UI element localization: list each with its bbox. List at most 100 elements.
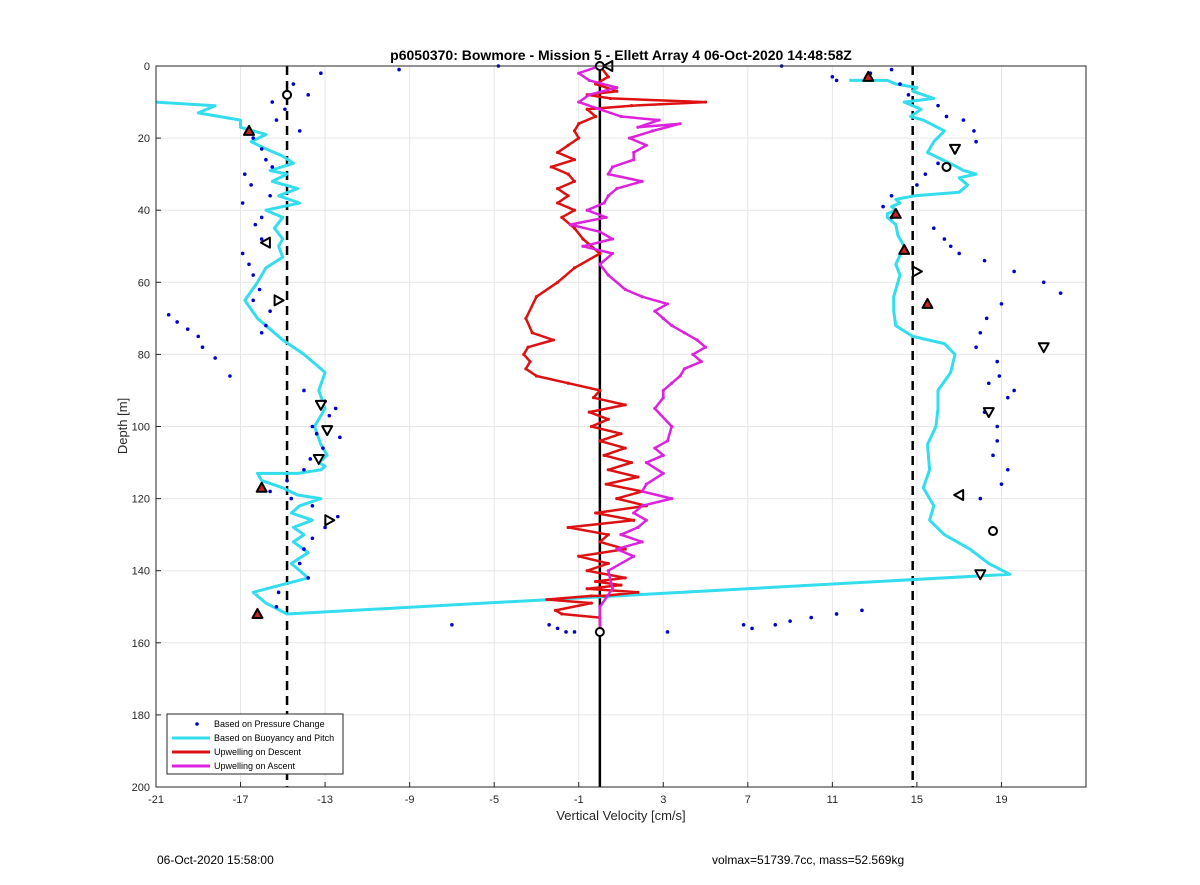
line-vertex (632, 158, 636, 162)
line-vertex (530, 331, 534, 335)
line-vertex (670, 381, 674, 385)
event-marker (982, 407, 995, 419)
pressure-point (338, 435, 342, 440)
line-vertex (636, 590, 640, 594)
line-vertex (619, 114, 623, 119)
line-vertex (524, 367, 528, 371)
event-marker (974, 569, 987, 581)
pressure-point (923, 172, 928, 176)
pressure-point (297, 129, 302, 133)
line-vertex (615, 186, 619, 191)
line-vertex (598, 262, 602, 266)
pressure-point (251, 136, 256, 140)
line-vertex (524, 316, 528, 320)
line-vertex (661, 316, 665, 320)
line-vertex (589, 601, 594, 605)
line-vertex (560, 612, 564, 616)
pressure-point (1012, 388, 1016, 393)
event-marker (1037, 342, 1050, 354)
pressure-point (936, 103, 940, 108)
line-vertex (572, 158, 577, 162)
line-vertex (594, 511, 598, 515)
line-vertex (568, 223, 572, 227)
line-vertex (566, 143, 570, 147)
line-vertex (665, 439, 670, 443)
footer-timestamp: 06-Oct-2020 15:58:00 (157, 853, 274, 867)
pressure-point (572, 630, 577, 634)
pressure-point (555, 626, 560, 631)
line-vertex (670, 424, 674, 429)
pressure-point (936, 161, 940, 166)
line-vertex (682, 331, 687, 335)
legend-label-pressure: Based on Pressure Change (214, 719, 325, 729)
pressure-point (264, 157, 268, 162)
line-vertex (703, 100, 708, 104)
pressure-point (268, 489, 272, 494)
pressure-point (321, 446, 325, 450)
pressure-point (268, 193, 272, 198)
event-marker (889, 207, 902, 219)
line-vertex (572, 179, 577, 183)
pressure-point (986, 381, 991, 386)
line-vertex (606, 172, 610, 176)
pressure-point (166, 312, 171, 317)
line-vertex (632, 150, 636, 155)
line-vertex (627, 136, 632, 140)
line-vertex (598, 230, 602, 234)
line-vertex (534, 295, 539, 299)
pressure-point (319, 71, 323, 76)
pressure-point (268, 309, 272, 313)
pressure-point (942, 237, 947, 241)
line-vertex (598, 251, 602, 256)
pressure-point (302, 547, 306, 551)
line-vertex (632, 518, 636, 522)
pressure-point (310, 504, 315, 508)
line-vertex (549, 165, 553, 169)
pressure-point (200, 345, 205, 349)
line-vertex (610, 587, 615, 591)
pressure-point (1012, 269, 1016, 274)
pressure-point (999, 482, 1004, 486)
pressure-point (997, 374, 1002, 378)
line-vertex (619, 432, 623, 436)
pressure-point (741, 622, 746, 627)
pressure-point (450, 622, 454, 627)
line-vertex (661, 453, 665, 457)
event-marker (898, 243, 911, 255)
y-axis-label: Depth [m] (115, 398, 130, 454)
line-vertex (606, 468, 610, 472)
line-vertex (623, 287, 627, 292)
pressure-point (314, 431, 319, 436)
line-vertex (608, 96, 613, 101)
line-vertex (572, 226, 577, 230)
line-vertex (606, 194, 610, 198)
y-tick-label: 200 (132, 782, 150, 794)
line-vertex (640, 504, 644, 508)
x-tick-label: -13 (317, 794, 333, 806)
pressure-point (750, 626, 754, 631)
line-vertex (566, 381, 570, 385)
pressure-point (264, 323, 268, 328)
line-vertex (545, 597, 549, 602)
pressure-point (974, 139, 978, 144)
line-vertex (587, 93, 591, 97)
line-vertex (566, 172, 570, 176)
line-vertex (581, 237, 585, 241)
pressure-point (240, 201, 245, 205)
line-vertex (553, 608, 558, 612)
x-tick-label: 7 (745, 794, 751, 806)
line-vertex (585, 208, 589, 212)
line-vertex (619, 533, 623, 537)
pressure-point (249, 183, 253, 187)
line-vertex (594, 114, 598, 119)
pressure-point (259, 330, 264, 335)
line-vertex (682, 367, 687, 371)
pressure-point (274, 604, 279, 609)
pressure-point (944, 114, 949, 119)
line-vertex (577, 71, 581, 75)
line-vertex (589, 594, 594, 598)
line-vertex (577, 136, 581, 140)
line-vertex (566, 525, 570, 530)
pressure-point (788, 619, 792, 623)
line-vertex (604, 482, 608, 486)
